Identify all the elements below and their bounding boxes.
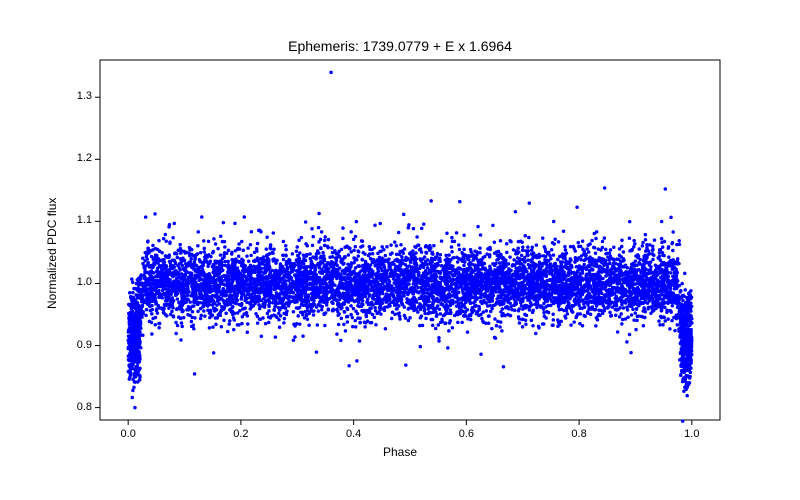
outlier-point [329, 71, 333, 75]
scatter-points [126, 71, 693, 423]
y-tick-label: 1.3 [52, 90, 92, 102]
y-tick-label: 0.8 [52, 401, 92, 413]
scatter-chart: Ephemeris: 1739.0779 + E x 1.6964 Normal… [0, 0, 800, 500]
y-tick-label: 1.1 [52, 214, 92, 226]
y-tick-label: 1.2 [52, 152, 92, 164]
x-tick-label: 0.0 [108, 428, 148, 440]
x-tick-label: 0.2 [221, 428, 261, 440]
x-tick-label: 1.0 [672, 428, 712, 440]
x-tick-label: 0.8 [559, 428, 599, 440]
plot-area [0, 0, 800, 500]
x-tick-label: 0.6 [446, 428, 486, 440]
y-tick-label: 1.0 [52, 276, 92, 288]
x-tick-label: 0.4 [334, 428, 374, 440]
outlier-point [133, 406, 137, 410]
y-tick-label: 0.9 [52, 339, 92, 351]
